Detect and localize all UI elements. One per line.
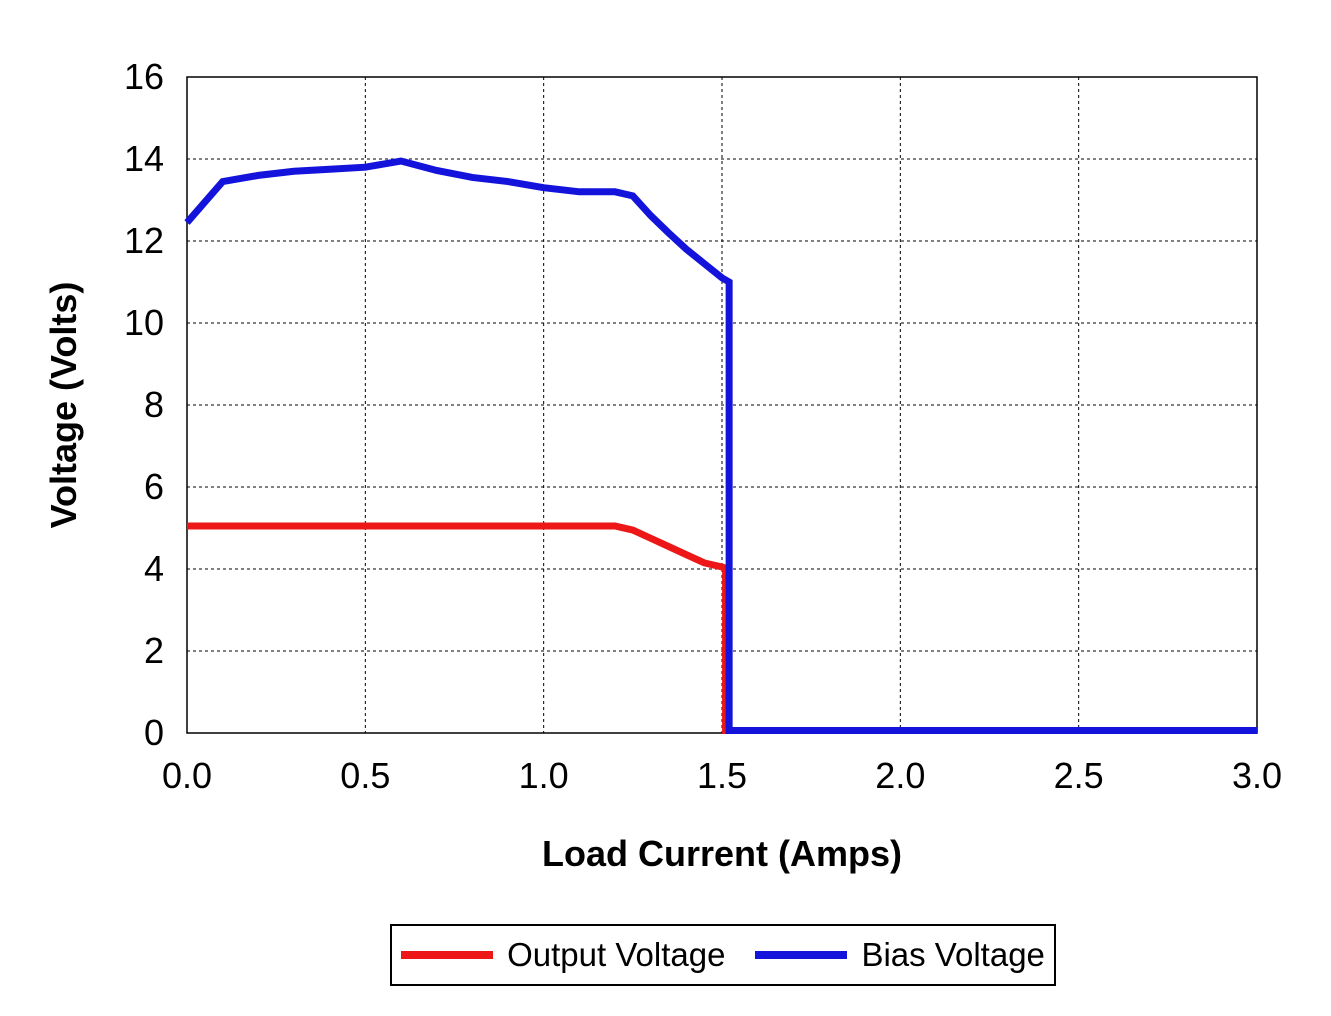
- bias-voltage-line: [184, 157, 1257, 734]
- legend-item-bias-voltage: Bias Voltage: [755, 936, 1045, 974]
- x-tick-label: 0.5: [340, 755, 391, 796]
- x-tick-label: 2.0: [875, 755, 926, 796]
- x-tick-label: 2.5: [1053, 755, 1104, 796]
- y-tick-label: 12: [123, 220, 164, 261]
- y-tick-label: 2: [143, 630, 164, 671]
- y-tick-label: 6: [143, 466, 164, 507]
- x-axis-title: Load Current (Amps): [542, 833, 902, 874]
- x-tick-label: 1.0: [518, 755, 569, 796]
- output-voltage-line-swatch: [401, 951, 494, 959]
- legend: Output Voltage Bias Voltage: [390, 924, 1056, 986]
- y-tick-label: 8: [143, 384, 164, 425]
- bias-voltage-line-swatch: [755, 951, 848, 959]
- legend-label-bias-voltage: Bias Voltage: [861, 936, 1045, 973]
- y-tick-label: 0: [143, 712, 164, 753]
- x-tick-label: 1.5: [696, 755, 748, 796]
- y-tick-label: 10: [123, 302, 164, 343]
- x-tick-label: 3.0: [1231, 755, 1283, 796]
- plot-border: [186, 76, 1258, 734]
- x-tick-label: 0.0: [161, 755, 213, 796]
- y-tick-label: 14: [123, 138, 164, 179]
- legend-item-output-voltage: Output Voltage: [401, 936, 725, 974]
- output-voltage-line: [187, 522, 1257, 734]
- legend-label-output-voltage: Output Voltage: [507, 936, 726, 973]
- y-tick-label: 16: [123, 56, 164, 97]
- y-tick-label: 4: [143, 548, 164, 589]
